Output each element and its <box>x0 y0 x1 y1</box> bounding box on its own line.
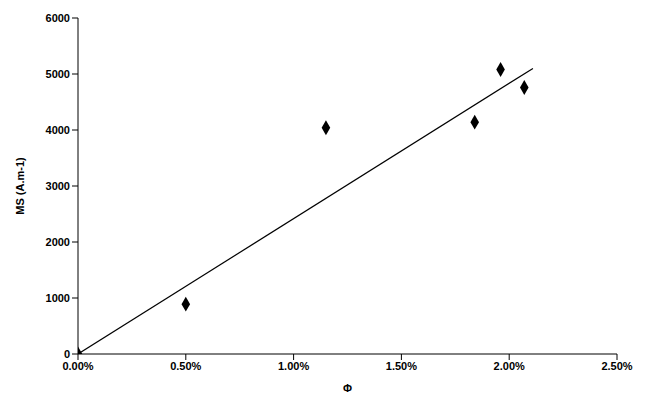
svg-text:0.00%: 0.00% <box>62 360 93 372</box>
svg-text:0.50%: 0.50% <box>170 360 201 372</box>
svg-text:3000: 3000 <box>46 180 70 192</box>
svg-text:1.00%: 1.00% <box>278 360 309 372</box>
svg-text:6000: 6000 <box>46 12 70 24</box>
svg-text:2000: 2000 <box>46 236 70 248</box>
svg-text:MS (A.m-1): MS (A.m-1) <box>14 157 26 215</box>
svg-text:1000: 1000 <box>46 292 70 304</box>
svg-text:2.00%: 2.00% <box>494 360 525 372</box>
svg-text:2.50%: 2.50% <box>601 360 632 372</box>
svg-text:Φ: Φ <box>343 382 352 394</box>
svg-text:4000: 4000 <box>46 124 70 136</box>
svg-text:0: 0 <box>64 348 70 360</box>
svg-text:1.50%: 1.50% <box>386 360 417 372</box>
svg-text:5000: 5000 <box>46 68 70 80</box>
